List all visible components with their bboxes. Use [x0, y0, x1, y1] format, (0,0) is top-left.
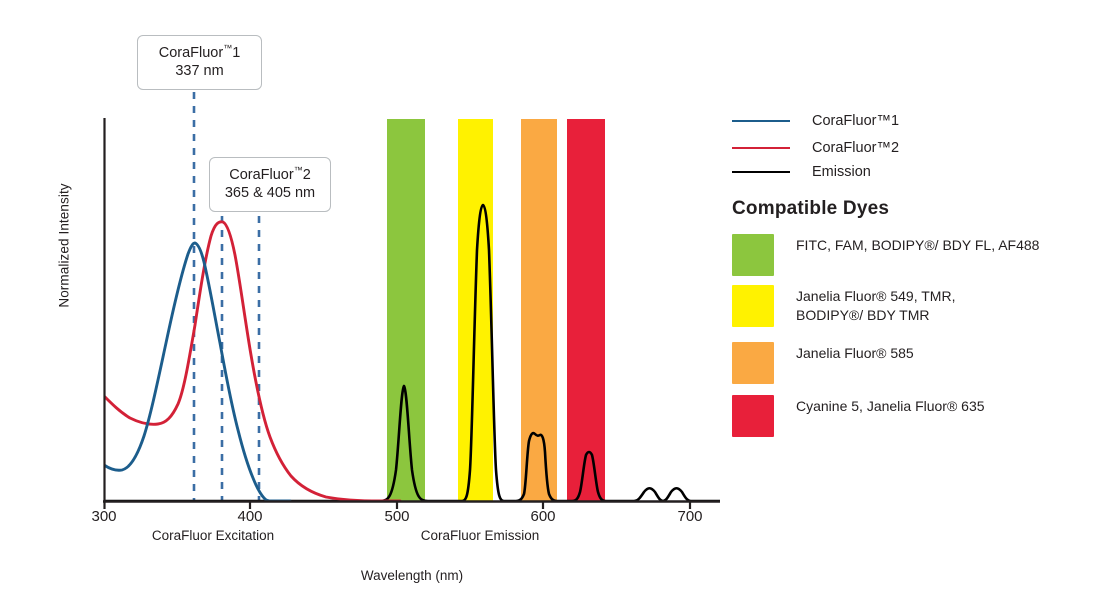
dye-legend-item-green: FITC, FAM, BODIPY®/ BDY FL, AF488: [732, 234, 1039, 276]
legend-label-corafluor1: CoraFluor™1: [812, 113, 900, 129]
legend-item-emission: Emission: [732, 164, 871, 180]
legend-swatch-line-emission: [732, 171, 790, 173]
dye-legend-item-yellow: Janelia Fluor® 549, TMR, BODIPY®/ BDY TM…: [732, 285, 955, 327]
dye-band-orange: [521, 119, 557, 501]
dye-label-yellow: Janelia Fluor® 549, TMR, BODIPY®/ BDY TM…: [796, 288, 956, 323]
callout-corafluor2-line1: CoraFluor™2: [229, 165, 311, 183]
callout-corafluor1-line2: 337 nm: [175, 63, 224, 80]
compatible-dyes-heading: Compatible Dyes: [732, 198, 890, 219]
emission-region-label: CoraFluor Emission: [420, 528, 540, 543]
emission-curve: [104, 203, 720, 502]
axis-lines: [103, 118, 720, 503]
x-tick-label-400: 400: [237, 508, 263, 525]
y-axis-title: Normalized Intensity: [56, 183, 72, 308]
dye-band-green: [387, 119, 425, 501]
plot-canvas: [103, 92, 720, 509]
legend-swatch-line-corafluor1: [732, 120, 790, 122]
dye-legend-item-red: Cyanine 5, Janelia Fluor® 635: [732, 395, 985, 437]
dye-swatch-red: [732, 395, 774, 437]
dye-swatch-orange: [732, 342, 774, 384]
x-tick-label-700: 700: [677, 508, 703, 525]
dye-band-red: [567, 119, 605, 501]
x-axis-ticks: [103, 501, 692, 509]
dye-label-orange: Janelia Fluor® 585: [796, 345, 914, 361]
callout-corafluor2: CoraFluor™2 365 & 405 nm: [209, 157, 331, 212]
x-axis-title: Wavelength (nm): [360, 568, 464, 583]
callout-corafluor1-line1: CoraFluor™1: [158, 43, 241, 61]
x-tick-label-500: 500: [384, 508, 410, 525]
legend-label-corafluor2: CoraFluor™2: [812, 140, 900, 156]
callout-corafluor2-line2: 365 & 405 nm: [224, 185, 316, 202]
legend-panel: CoraFluor™1 CoraFluor™2 Emission Compati…: [728, 0, 1110, 612]
excitation-marker-lines: [192, 92, 261, 501]
dye-swatch-yellow: [732, 285, 774, 327]
legend-item-corafluor1: CoraFluor™1: [732, 113, 899, 129]
dye-label-green: FITC, FAM, BODIPY®/ BDY FL, AF488: [796, 237, 1040, 253]
x-tick-label-600: 600: [530, 508, 556, 525]
x-tick-label-300: 300: [91, 508, 117, 525]
dye-legend-item-orange: Janelia Fluor® 585: [732, 342, 914, 384]
excitation-region-label: CoraFluor Excitation: [151, 528, 275, 543]
legend-label-emission: Emission: [812, 164, 871, 180]
legend-swatch-line-corafluor2: [732, 147, 790, 149]
dye-swatch-green: [732, 234, 774, 276]
corafluor2-excitation-curve: [104, 220, 402, 502]
corafluor1-excitation-curve: [104, 241, 292, 502]
callout-corafluor1: CoraFluor™1 337 nm: [137, 35, 262, 90]
dye-label-red: Cyanine 5, Janelia Fluor® 635: [796, 398, 985, 414]
legend-item-corafluor2: CoraFluor™2: [732, 140, 899, 156]
spectra-plot: Normalized Intensity 300 400 500 600 700…: [56, 35, 720, 583]
